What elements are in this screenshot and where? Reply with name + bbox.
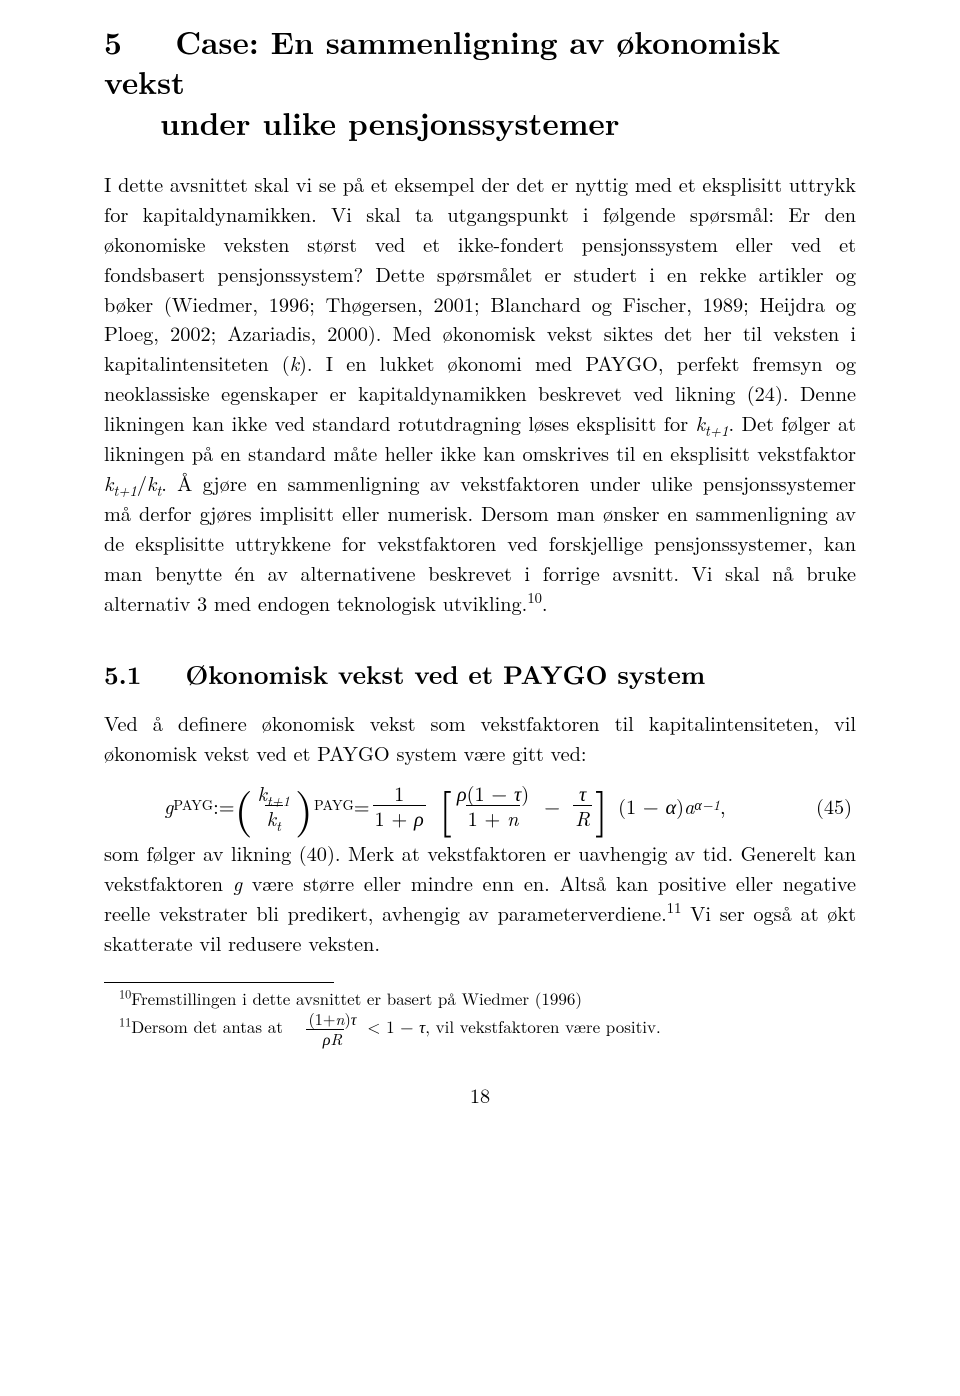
after-equation-paragraph: som følger av likning (40). Merk at veks… xyxy=(104,838,856,958)
subsection-title: Økonomisk vekst ved et PAYGO system xyxy=(185,655,705,692)
var-k: k xyxy=(290,348,299,377)
footnote-11-post: , vil vekstfaktoren være positiv. xyxy=(425,1015,660,1039)
ratio-kt: k xyxy=(147,468,156,497)
var-k-t1: k xyxy=(696,408,705,437)
eq45-rparen: ) xyxy=(295,786,313,828)
eq45-rbracket: ] xyxy=(595,786,608,828)
eq45-R: R xyxy=(575,803,590,832)
eq45-kt: k xyxy=(267,803,276,832)
footnote-10-text: Fremstillingen i dette avsnittet er base… xyxy=(131,986,582,1010)
subsection-intro-text: Ved å definere økonomisk vekst som vekst… xyxy=(104,708,856,767)
eq45-g: g xyxy=(164,791,173,820)
intro-paragraph: I dette avsnittet skal vi se på et eksem… xyxy=(104,169,856,618)
section-title-line2: under ulike pensjonssystemer xyxy=(104,103,856,143)
intro-text-4: . Å gjøre en sammenligning av vekstfakto… xyxy=(104,468,856,617)
eq45-frac-rhotau: ρ(1 − τ) 1 + n xyxy=(455,782,531,828)
var-g: g xyxy=(233,868,242,897)
eq45-kt1: k xyxy=(258,778,267,807)
eq45-one: 1 xyxy=(392,782,406,804)
eq45-kt-sub: t xyxy=(276,816,281,836)
footnote-10: 10Fremstillingen i dette avsnittet er ba… xyxy=(104,987,856,1010)
eq45-factor: (1 − α) xyxy=(618,791,684,820)
equation-45: gPAYG := ( kt+1 kt )PAYG = 1 1 + ρ [ ρ(1… xyxy=(104,782,856,828)
eq45-lparen: ( xyxy=(235,786,253,828)
subsection-intro-paragraph: Ved å definere økonomisk vekst som vekst… xyxy=(104,708,856,768)
eq45-frac-1rho: 1 1 + ρ xyxy=(373,782,426,828)
footnote-11-number: 11 xyxy=(119,1013,131,1031)
subsection-number: 5.1 xyxy=(104,655,141,692)
subsection-heading: 5.1 Økonomisk vekst ved et PAYGO system xyxy=(104,655,856,692)
eq45-equals: = xyxy=(354,791,370,820)
intro-text-1: I dette avsnittet skal vi se på et eksem… xyxy=(104,169,856,377)
page: 5 Case: En sammenligning av økonomisk ve… xyxy=(0,0,960,1396)
ratio-slash: / xyxy=(137,468,147,497)
footnote-11-frac: (1+n)τρR xyxy=(291,1011,358,1048)
eq45-rho-1-tau: ρ(1 − τ) xyxy=(455,782,531,804)
section-number: 5 xyxy=(104,20,122,64)
eq45-a: a xyxy=(684,791,694,820)
equation-45-number: (45) xyxy=(816,791,856,820)
eq45-frac-k: kt+1 kt xyxy=(256,782,292,828)
footnote-11-pre: Dersom det antas at xyxy=(131,1015,288,1039)
section-heading: 5 Case: En sammenligning av økonomisk ve… xyxy=(104,22,856,143)
footnote-rule xyxy=(104,982,334,983)
intro-period: . xyxy=(542,588,548,617)
eq45-alpha: α xyxy=(665,791,676,820)
eq45-lbracket: [ xyxy=(439,786,452,828)
eq45-frac-tauR: τ R xyxy=(573,782,592,828)
footnote-10-marker: 10 xyxy=(527,588,542,608)
footnote-10-number: 10 xyxy=(119,984,131,1002)
page-number: 18 xyxy=(104,1080,856,1109)
fn11-den: ρR xyxy=(306,1029,345,1048)
equation-45-body: gPAYG := ( kt+1 kt )PAYG = 1 1 + ρ [ ρ(1… xyxy=(164,782,816,828)
section-title-line1: Case: En sammenligning av økonomisk veks… xyxy=(104,20,780,104)
eq45-minus: − xyxy=(544,791,560,820)
ratio-kt1: k xyxy=(104,468,113,497)
footnote-11-marker: 11 xyxy=(667,898,682,918)
eq45-comma: , xyxy=(720,791,726,820)
footnote-11-lt: < 1 − xyxy=(362,1015,420,1039)
eq45-1-plus-rho: 1 + ρ xyxy=(375,803,424,832)
eq45-1-plus-n: 1 + n xyxy=(466,805,521,828)
eq45-assign: := xyxy=(213,791,234,820)
footnote-11: 11Dersom det antas at (1+n)τρR < 1 − τ, … xyxy=(104,1011,856,1048)
